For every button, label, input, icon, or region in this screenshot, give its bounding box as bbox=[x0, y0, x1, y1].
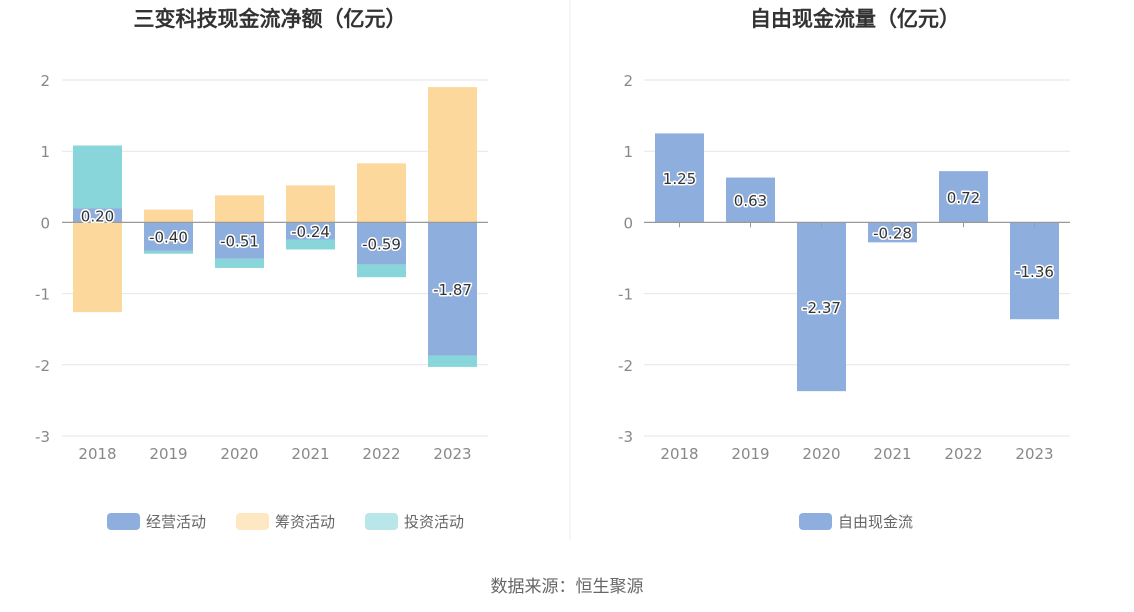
bar-筹资活动-2018[interactable] bbox=[73, 222, 122, 313]
x-tick-label: 2018 bbox=[660, 445, 698, 463]
bar-自由现金流-2020[interactable] bbox=[797, 222, 846, 392]
bar-经营活动-2020[interactable] bbox=[215, 222, 264, 259]
legend-label[interactable]: 经营活动 bbox=[146, 513, 206, 531]
bar-自由现金流-2021[interactable] bbox=[868, 222, 917, 243]
y-tick-label: -1 bbox=[618, 286, 633, 304]
bar-投资活动-2020[interactable] bbox=[215, 258, 264, 268]
data-label: -0.28 bbox=[873, 224, 912, 242]
y-tick-label: -1 bbox=[35, 286, 50, 304]
x-tick-label: 2018 bbox=[78, 445, 116, 463]
x-tick-label: 2022 bbox=[944, 445, 982, 463]
bar-经营活动-2022[interactable] bbox=[357, 222, 406, 265]
bar-筹资活动-2022[interactable] bbox=[357, 163, 406, 223]
chart-panel-2: 自由现金流量（亿元） 2 1 0 -1 -2 -3 2018 2019 2020 2021 2022 2… bbox=[618, 7, 1070, 531]
legend-label[interactable]: 筹资活动 bbox=[275, 513, 335, 531]
data-label: -0.40 bbox=[149, 229, 188, 247]
x-tick-label: 2023 bbox=[433, 445, 471, 463]
data-label: -0.51 bbox=[220, 233, 259, 251]
legend-swatch[interactable] bbox=[365, 513, 398, 530]
x-tick-label: 2019 bbox=[731, 445, 769, 463]
data-label: 0.20 bbox=[81, 207, 114, 225]
y-tick-label: 0 bbox=[623, 214, 633, 232]
legend-swatch[interactable] bbox=[799, 513, 832, 530]
x-tick-label: 2020 bbox=[220, 445, 258, 463]
data-label: -1.87 bbox=[433, 281, 472, 299]
data-source-note: 数据来源：恒生聚源 bbox=[490, 577, 644, 597]
bar-筹资活动-2019[interactable] bbox=[144, 209, 193, 223]
chart-title: 三变科技现金流净额（亿元） bbox=[134, 7, 407, 31]
x-tick-label: 2019 bbox=[149, 445, 187, 463]
bar-自由现金流-2023[interactable] bbox=[1010, 222, 1059, 320]
bar-经营活动-2021[interactable] bbox=[286, 222, 335, 240]
data-label: -0.59 bbox=[362, 235, 401, 253]
data-label: -1.36 bbox=[1015, 263, 1054, 281]
x-tick-label: 2023 bbox=[1015, 445, 1053, 463]
x-tick-label: 2020 bbox=[802, 445, 840, 463]
bar-经营活动-2023[interactable] bbox=[428, 222, 477, 356]
bar-自由现金流-2018[interactable] bbox=[655, 133, 704, 223]
bar-投资活动-2018[interactable] bbox=[73, 145, 122, 209]
bar-筹资活动-2023[interactable] bbox=[428, 87, 477, 223]
y-tick-label: 1 bbox=[40, 143, 50, 161]
legend-swatch[interactable] bbox=[236, 513, 269, 530]
bar-经营活动-2019[interactable] bbox=[144, 222, 193, 251]
bar-投资活动-2021[interactable] bbox=[286, 239, 335, 250]
y-tick-label: 2 bbox=[40, 72, 50, 90]
bar-经营活动-2018[interactable] bbox=[73, 208, 122, 223]
y-tick-label: -2 bbox=[618, 357, 633, 375]
y-tick-label: -2 bbox=[35, 357, 50, 375]
x-tick-label: 2021 bbox=[291, 445, 329, 463]
data-label: -0.24 bbox=[291, 223, 330, 241]
chart-title: 自由现金流量（亿元） bbox=[750, 7, 960, 31]
y-tick-label: 0 bbox=[40, 214, 50, 232]
chart-panel-1: 三变科技现金流净额（亿元） 2 1 0 -1 -2 -3 2018 2019 2020 2021 20… bbox=[35, 7, 488, 531]
bar-自由现金流-2022[interactable] bbox=[939, 171, 988, 223]
legend-label[interactable]: 自由现金流 bbox=[838, 513, 913, 531]
data-label: 0.63 bbox=[734, 192, 767, 210]
bar-筹资活动-2021[interactable] bbox=[286, 185, 335, 223]
y-tick-label: 1 bbox=[623, 143, 633, 161]
legend-label[interactable]: 投资活动 bbox=[404, 513, 464, 531]
bar-筹资活动-2020[interactable] bbox=[215, 195, 264, 223]
legend-swatch[interactable] bbox=[107, 513, 140, 530]
bar-投资活动-2019[interactable] bbox=[144, 250, 193, 254]
y-tick-label: -3 bbox=[35, 428, 50, 446]
data-label: -2.37 bbox=[802, 299, 841, 317]
x-tick-label: 2021 bbox=[873, 445, 911, 463]
x-tick-label: 2022 bbox=[362, 445, 400, 463]
y-tick-label: -3 bbox=[618, 428, 633, 446]
data-label: 1.25 bbox=[663, 170, 696, 188]
bar-投资活动-2023[interactable] bbox=[428, 355, 477, 367]
data-label: 0.72 bbox=[947, 189, 980, 207]
bar-投资活动-2022[interactable] bbox=[357, 264, 406, 278]
y-tick-label: 2 bbox=[623, 72, 633, 90]
bar-自由现金流-2019[interactable] bbox=[726, 177, 775, 223]
